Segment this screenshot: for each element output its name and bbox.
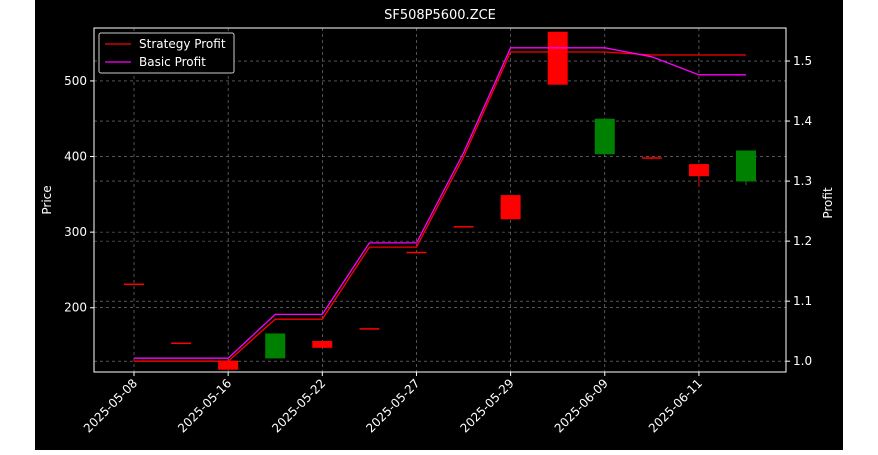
y-tick-label: 400	[64, 150, 87, 164]
candle-body	[453, 226, 474, 228]
profit-line-basic	[134, 47, 746, 359]
x-tick-label: 2025-05-16	[175, 376, 234, 435]
legend: Strategy Profit Basic Profit	[98, 32, 235, 74]
y2-tick-label: 1.2	[793, 234, 812, 248]
y-axis-left: 200 300 400 500	[64, 74, 94, 315]
y2-axis-label: Profit	[821, 187, 835, 219]
legend-label-basic-profit: Basic Profit	[139, 55, 206, 69]
y-tick-label: 200	[64, 301, 87, 315]
y2-tick-label: 1.5	[793, 54, 812, 68]
y-axis-right: 1.0 1.1 1.2 1.3 1.4 1.5	[786, 54, 812, 368]
chart-figure: 2025-05-08 2025-05-16 2025-05-22 2025-05-27…	[35, 0, 843, 450]
y-tick-label: 500	[64, 74, 87, 88]
x-tick-label: 2025-06-11	[646, 376, 705, 435]
legend-box	[98, 32, 235, 74]
legend-label-strategy-profit: Strategy Profit	[139, 37, 226, 51]
chart-svg: 2025-05-08 2025-05-16 2025-05-22 2025-05-27…	[40, 8, 835, 435]
y-tick-label: 300	[64, 225, 87, 239]
candle-body	[594, 118, 615, 155]
y2-tick-label: 1.0	[793, 354, 812, 368]
candle-body	[500, 195, 521, 220]
x-tick-label: 2025-06-09	[552, 376, 611, 435]
candle-body	[218, 360, 239, 370]
chart-title: SF508P5600.ZCE	[384, 8, 496, 23]
x-tick-label: 2025-05-22	[269, 376, 328, 435]
candle-body	[406, 251, 427, 254]
candle-body	[736, 150, 756, 182]
candle-body	[124, 283, 144, 286]
grid-lines	[94, 28, 786, 372]
plot-frame	[93, 27, 787, 373]
candle-body	[171, 342, 192, 345]
candle-body	[641, 157, 662, 159]
y2-tick-label: 1.3	[793, 174, 812, 188]
candle-body	[312, 341, 333, 348]
candle-body	[359, 328, 380, 330]
candle-body	[688, 164, 709, 177]
y2-tick-label: 1.1	[793, 294, 812, 308]
candlesticks	[124, 31, 756, 370]
candle-body	[265, 333, 286, 359]
x-tick-label: 2025-05-29	[458, 376, 517, 435]
y2-tick-label: 1.4	[793, 114, 812, 128]
profit-line-strategy	[134, 51, 746, 362]
profit-lines	[134, 47, 746, 362]
x-tick-label: 2025-05-27	[363, 376, 422, 435]
y-axis-label: Price	[40, 185, 54, 214]
x-axis: 2025-05-08 2025-05-16 2025-05-22 2025-05-27…	[81, 372, 705, 435]
x-tick-label: 2025-05-08	[81, 376, 140, 435]
candle-body	[547, 31, 568, 85]
